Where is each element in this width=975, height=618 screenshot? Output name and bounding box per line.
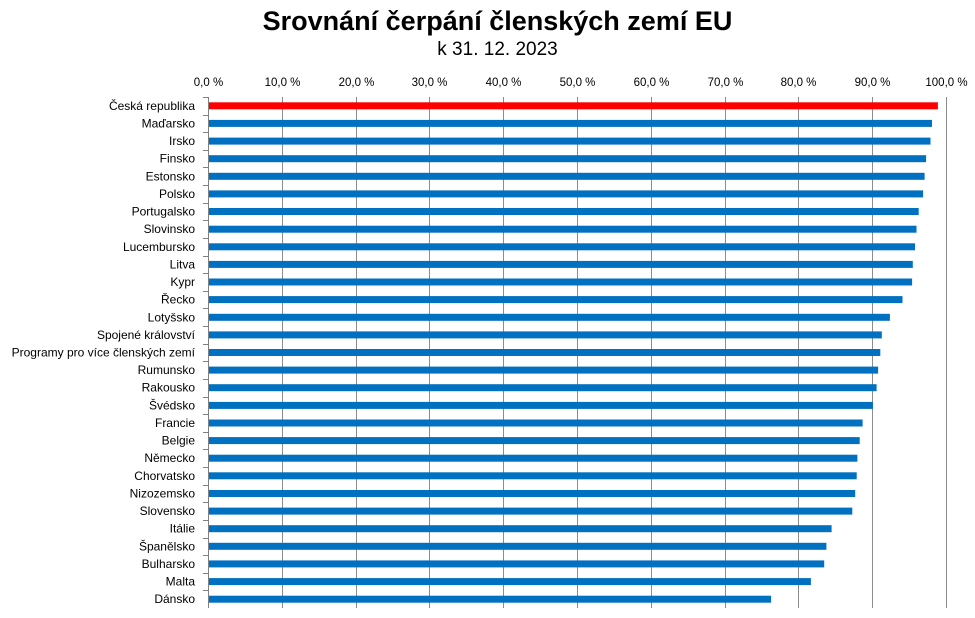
bar [209, 190, 924, 198]
bar [209, 243, 915, 251]
category-label: Německo [144, 451, 195, 465]
category-label: Dánsko [154, 592, 195, 606]
bar [209, 472, 857, 480]
bar [209, 296, 903, 304]
category-label: Malta [166, 575, 196, 589]
bar [209, 278, 913, 286]
x-tick-label: 100,0 % [925, 77, 967, 89]
category-label: Rumunsko [138, 363, 196, 377]
category-label: Slovinsko [144, 222, 196, 236]
category-label: Litva [170, 257, 196, 271]
category-label: Finsko [160, 152, 196, 166]
category-label: Slovensko [140, 504, 196, 518]
chart-title: Srovnání čerpání členských zemí EU [262, 6, 733, 36]
x-tick-label: 80,0 % [781, 77, 817, 89]
bar [209, 102, 938, 110]
x-tick-label: 0,0 % [194, 77, 223, 89]
bar [209, 172, 925, 180]
category-label: Chorvatsko [134, 469, 195, 483]
bar [209, 507, 853, 515]
x-tick-label: 20,0 % [339, 77, 375, 89]
category-label: Nizozemsko [130, 487, 196, 501]
bar [209, 155, 927, 163]
bar [209, 542, 827, 550]
x-tick-label: 50,0 % [560, 77, 596, 89]
category-label: Itálie [170, 522, 196, 536]
x-tick-label: 60,0 % [634, 77, 670, 89]
category-label: Španělsko [139, 538, 195, 553]
category-label: Francie [155, 416, 195, 430]
category-label: Kypr [170, 275, 195, 289]
category-label: Rakousko [142, 381, 196, 395]
bar [209, 401, 873, 409]
bar [209, 525, 832, 533]
category-label: Programy pro více členských zemí [12, 346, 196, 360]
category-label: Polsko [159, 187, 195, 201]
bar [209, 419, 863, 427]
category-label: Řecko [161, 292, 195, 307]
bar [209, 225, 917, 233]
category-label: Bulharsko [142, 557, 196, 571]
bar [209, 119, 932, 127]
category-label: Česká republika [109, 98, 195, 113]
category-label: Irsko [169, 134, 195, 148]
bar [209, 349, 881, 356]
x-tick-label: 40,0 % [486, 77, 522, 89]
bar [209, 578, 811, 586]
x-tick-label: 10,0 % [265, 77, 301, 89]
bar [209, 137, 931, 145]
bar [209, 313, 890, 321]
x-axis-ticks: 0,0 % 10,0 % 20,0 % 30,0 % 40,0 % 50,0 % 60,0 … [194, 77, 968, 89]
category-label: Lucembursko [123, 240, 195, 254]
x-tick-label: 90,0 % [855, 77, 891, 89]
bar [209, 560, 825, 568]
bar [209, 366, 879, 374]
bar [209, 331, 882, 339]
bar [209, 490, 856, 497]
category-label: Estonsko [146, 169, 196, 183]
category-labels: Česká republika Maďarsko Irsko Finsko Estons… [12, 98, 196, 606]
category-label: Spojené království [97, 328, 196, 342]
x-tick-label: 30,0 % [412, 77, 448, 89]
category-label: Lotyšsko [148, 310, 196, 324]
bar [209, 595, 772, 603]
category-label: Portugalsko [132, 205, 196, 219]
bar [209, 384, 877, 392]
chart-subtitle: k 31. 12. 2023 [437, 39, 558, 60]
bar [209, 437, 860, 445]
x-tick-label: 70,0 % [708, 77, 744, 89]
category-label: Švédsko [149, 397, 195, 412]
category-label: Maďarsko [142, 116, 196, 130]
bars [209, 102, 938, 603]
bar [209, 260, 913, 268]
bar [209, 208, 919, 215]
category-label: Belgie [162, 434, 196, 448]
bar [209, 454, 858, 462]
